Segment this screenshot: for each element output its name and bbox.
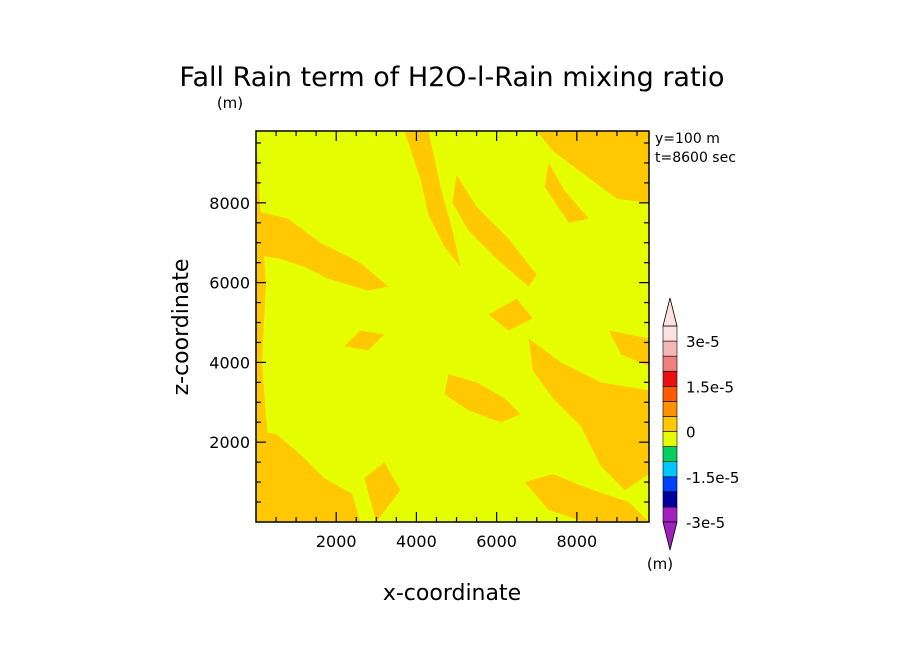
colorbar: 3e-5 1.5e-5 0 -1.5e-5 -3e-5 bbox=[662, 297, 739, 551]
colorbar-swatch bbox=[662, 431, 678, 447]
y-ticks: 2000 4000 6000 8000 bbox=[209, 142, 649, 503]
y-tick-label: 4000 bbox=[209, 353, 250, 372]
x-tick-label: 2000 bbox=[316, 532, 357, 551]
colorbar-swatch bbox=[662, 506, 678, 523]
colorbar-label: -3e-5 bbox=[686, 514, 725, 532]
field-patch-8 bbox=[364, 462, 401, 522]
y-tick-label: 8000 bbox=[209, 194, 250, 213]
field-background bbox=[256, 131, 649, 522]
chart-title: Fall Rain term of H2O-l-Rain mixing rati… bbox=[179, 62, 724, 93]
field-patch-3 bbox=[452, 174, 537, 287]
field-patch-13 bbox=[608, 330, 649, 367]
colorbar-swatch bbox=[662, 325, 678, 342]
x-axis-label: x-coordinate bbox=[383, 581, 521, 606]
colorbar-swatch bbox=[662, 476, 678, 493]
colorbar-label: 0 bbox=[686, 424, 696, 442]
colorbar-swatch bbox=[662, 370, 678, 387]
colorbar-swatch bbox=[662, 461, 678, 478]
y-tick-label: 6000 bbox=[209, 274, 250, 293]
field-patch-12 bbox=[488, 298, 533, 331]
colorbar-bottom-arrow bbox=[662, 521, 678, 551]
annotation-t: t=8600 sec bbox=[655, 150, 736, 166]
title-unit: (m) bbox=[217, 94, 243, 112]
field-patch-6 bbox=[528, 338, 649, 491]
field-patch-5 bbox=[544, 162, 589, 223]
colorbar-swatch bbox=[662, 416, 678, 432]
field-patch-9 bbox=[444, 374, 521, 423]
colorbar-swatch bbox=[662, 446, 678, 462]
field-patch-7 bbox=[256, 430, 361, 522]
colorbar-unit: (m) bbox=[647, 555, 673, 573]
colorbar-label: 3e-5 bbox=[686, 333, 720, 351]
x-tick-label: 8000 bbox=[556, 532, 597, 551]
field-patch-2 bbox=[404, 131, 461, 267]
colorbar-top-arrow bbox=[662, 297, 678, 327]
y-axis-label: z-coordinate bbox=[169, 259, 194, 396]
plot-area: 2000 4000 6000 8000 2000 4000 6000 8000 bbox=[209, 130, 650, 551]
colorbar-swatch bbox=[662, 386, 678, 402]
field-patch-1 bbox=[256, 210, 389, 291]
field-patch-4 bbox=[536, 131, 649, 203]
plot-frame bbox=[255, 130, 650, 523]
x-tick-label: 6000 bbox=[476, 532, 517, 551]
x-ticks: 2000 4000 6000 8000 bbox=[275, 131, 638, 551]
field-patches bbox=[256, 131, 649, 522]
field-patch-10 bbox=[524, 474, 649, 522]
colorbar-label: 1.5e-5 bbox=[686, 378, 734, 396]
colorbar-swatch bbox=[662, 355, 678, 372]
annotation-y: y=100 m bbox=[655, 131, 720, 147]
x-tick-label: 4000 bbox=[396, 532, 437, 551]
colorbar-label: -1.5e-5 bbox=[686, 469, 739, 487]
colorbar-swatch bbox=[662, 401, 678, 417]
y-tick-label: 2000 bbox=[209, 433, 250, 452]
field-patch-11 bbox=[344, 330, 385, 351]
colorbar-swatch bbox=[662, 491, 678, 508]
colorbar-swatch bbox=[662, 340, 678, 357]
